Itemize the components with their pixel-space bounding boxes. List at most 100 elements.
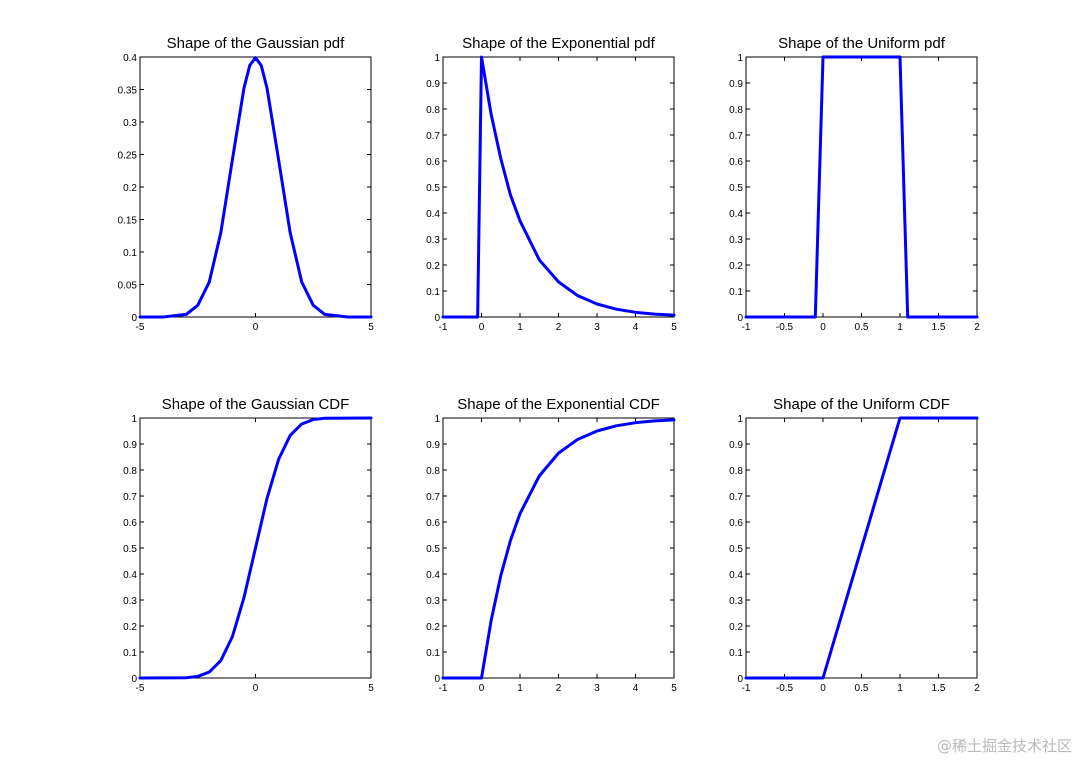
- y-tick-label: 0.3: [426, 235, 440, 246]
- y-tick-label: 0.6: [123, 518, 137, 529]
- x-tick-label: 4: [633, 683, 639, 694]
- x-tick-label: 1: [897, 683, 903, 694]
- y-tick-label: 0.8: [426, 105, 440, 116]
- x-tick-label: 2: [974, 322, 980, 333]
- y-tick-label: 0.6: [729, 518, 743, 529]
- chart-panel-6: Shape of the Uniform CDF 0 0.1 0.2 0.3 0.4 0.5…: [729, 396, 980, 694]
- y-tick-label: 0.5: [729, 544, 743, 555]
- y-tick-label: 0.1: [729, 648, 743, 659]
- chart-panel-1: Shape of the Gaussian pdf 0 0.05 0.1 0.15 0.2…: [118, 35, 375, 333]
- series-line: [744, 416, 979, 680]
- y-tick-label: 0.2: [729, 261, 743, 272]
- y-tick-label: 0.5: [729, 183, 743, 194]
- y-tick-label: 0: [131, 313, 137, 324]
- series-line: [744, 55, 979, 319]
- series-line: [441, 55, 676, 319]
- x-tick-label: 5: [368, 683, 374, 694]
- y-tick-label: 0.4: [729, 570, 743, 581]
- y-tick-label: 0.5: [426, 544, 440, 555]
- y-tick-label: 0.4: [123, 53, 137, 64]
- x-tick-label: -1: [439, 683, 448, 694]
- y-tick-label: 0: [737, 313, 743, 324]
- y-tick-label: 1: [737, 53, 743, 64]
- y-tick-label: 0.4: [426, 209, 440, 220]
- y-tick-label: 0.7: [729, 492, 743, 503]
- y-tick-label: 0.5: [426, 183, 440, 194]
- y-tick-label: 0.4: [426, 570, 440, 581]
- x-tick-label: -5: [136, 683, 145, 694]
- chart-title: Shape of the Uniform pdf: [778, 35, 946, 52]
- y-tick-label: 0.25: [118, 151, 138, 162]
- y-tick-label: 0.3: [729, 235, 743, 246]
- x-tick-label: 5: [671, 683, 677, 694]
- x-tick-label: -0.5: [776, 322, 794, 333]
- y-tick-label: 0.8: [426, 466, 440, 477]
- x-tick-label: 2: [974, 683, 980, 694]
- y-tick-label: 0: [434, 313, 440, 324]
- y-tick-label: 0.7: [729, 131, 743, 142]
- x-tick-label: 1: [897, 322, 903, 333]
- x-tick-label: 0: [820, 322, 826, 333]
- chart-title: Shape of the Gaussian CDF: [162, 396, 350, 413]
- chart-title: Shape of the Exponential pdf: [462, 35, 655, 52]
- y-tick-label: 0.6: [426, 157, 440, 168]
- chart-panel-5: Shape of the Exponential CDF 0 0.1 0.2 0.3 0.…: [426, 396, 677, 694]
- y-tick-label: 0.05: [118, 281, 138, 292]
- x-tick-label: -1: [439, 322, 448, 333]
- y-tick-label: 0.5: [123, 544, 137, 555]
- y-tick-label: 0.3: [123, 596, 137, 607]
- x-tick-label: 5: [671, 322, 677, 333]
- x-tick-label: 5: [368, 322, 374, 333]
- y-tick-label: 0.3: [123, 118, 137, 129]
- y-tick-label: 0.2: [729, 622, 743, 633]
- x-tick-label: 0: [479, 322, 485, 333]
- y-tick-label: 0.1: [729, 287, 743, 298]
- y-tick-label: 0.4: [729, 209, 743, 220]
- chart-title: Shape of the Exponential CDF: [457, 396, 660, 413]
- x-tick-label: 3: [594, 322, 600, 333]
- x-tick-label: 2: [556, 683, 562, 694]
- x-tick-label: 0: [820, 683, 826, 694]
- x-tick-label: -5: [136, 322, 145, 333]
- y-tick-label: 0.7: [123, 492, 137, 503]
- series-line: [138, 56, 373, 319]
- chart-panel-3: Shape of the Uniform pdf 0 0.1 0.2 0.3 0.4 0.5…: [729, 35, 980, 333]
- x-tick-label: 1: [517, 683, 523, 694]
- x-tick-label: 3: [594, 683, 600, 694]
- x-tick-label: 0: [253, 683, 259, 694]
- y-tick-label: 0.3: [426, 596, 440, 607]
- y-tick-label: 0.8: [729, 466, 743, 477]
- y-tick-label: 0.8: [123, 466, 137, 477]
- y-tick-label: 0: [737, 674, 743, 685]
- y-tick-label: 0.2: [123, 622, 137, 633]
- y-tick-label: 1: [434, 414, 440, 425]
- y-tick-label: 1: [737, 414, 743, 425]
- y-tick-label: 0.9: [123, 440, 137, 451]
- x-tick-label: 0.5: [855, 683, 869, 694]
- chart-title: Shape of the Uniform CDF: [773, 396, 950, 413]
- y-tick-label: 0.15: [118, 216, 138, 227]
- x-tick-label: 0: [479, 683, 485, 694]
- x-tick-label: 0: [253, 322, 259, 333]
- plot-area: [139, 56, 372, 318]
- x-tick-label: 0.5: [855, 322, 869, 333]
- x-tick-label: 4: [633, 322, 639, 333]
- y-tick-label: 0.9: [426, 79, 440, 90]
- y-tick-label: 0: [131, 674, 137, 685]
- y-tick-label: 0: [434, 674, 440, 685]
- series-line: [441, 418, 676, 680]
- y-tick-label: 0.1: [123, 648, 137, 659]
- chart-title: Shape of the Gaussian pdf: [167, 35, 345, 52]
- y-tick-label: 0.35: [118, 86, 138, 97]
- y-tick-label: 1: [434, 53, 440, 64]
- x-tick-label: -1: [742, 322, 751, 333]
- y-tick-label: 0.9: [729, 79, 743, 90]
- y-tick-label: 0.6: [426, 518, 440, 529]
- y-tick-label: 0.2: [426, 261, 440, 272]
- plot-area: [442, 417, 675, 679]
- y-tick-label: 0.2: [426, 622, 440, 633]
- y-tick-label: 0.2: [123, 183, 137, 194]
- y-tick-label: 0.3: [729, 596, 743, 607]
- y-tick-label: 0.8: [729, 105, 743, 116]
